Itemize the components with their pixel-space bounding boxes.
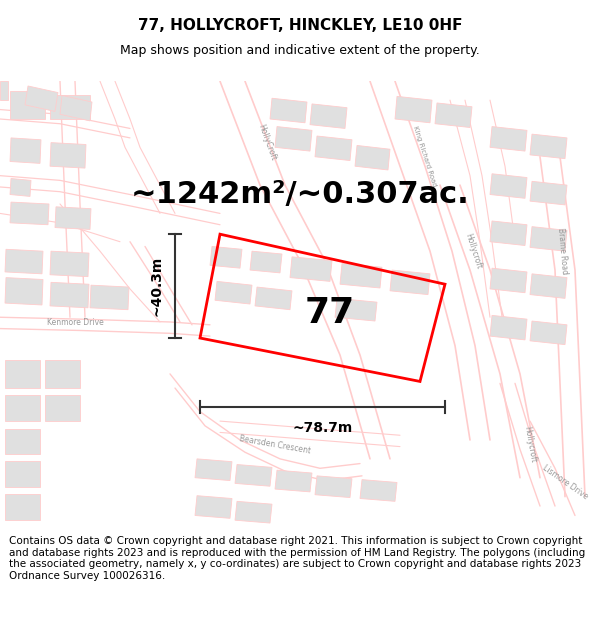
Polygon shape (5, 360, 40, 388)
Text: Map shows position and indicative extent of the property.: Map shows position and indicative extent… (120, 44, 480, 57)
Text: Brame Road: Brame Road (556, 228, 569, 275)
Text: Bearsden Crescent: Bearsden Crescent (239, 434, 311, 456)
Text: Hollycroft: Hollycroft (463, 232, 483, 270)
Polygon shape (355, 146, 390, 170)
Polygon shape (210, 246, 242, 268)
Polygon shape (530, 181, 567, 205)
Text: King Richard Road: King Richard Road (412, 126, 437, 188)
Polygon shape (360, 479, 397, 501)
Polygon shape (250, 251, 282, 273)
Polygon shape (10, 179, 31, 196)
Polygon shape (55, 207, 91, 229)
Text: HollyCroft: HollyCroft (256, 123, 278, 162)
Polygon shape (275, 470, 312, 492)
Polygon shape (195, 496, 232, 518)
Text: 77: 77 (305, 296, 355, 329)
Polygon shape (390, 270, 430, 294)
Polygon shape (530, 274, 567, 298)
Polygon shape (10, 91, 45, 119)
Polygon shape (45, 394, 80, 421)
Polygon shape (315, 136, 352, 161)
Polygon shape (490, 126, 527, 151)
Polygon shape (195, 459, 232, 481)
Text: ~78.7m: ~78.7m (292, 421, 353, 435)
Text: Lismore Drive: Lismore Drive (541, 464, 589, 501)
Polygon shape (50, 251, 89, 277)
Polygon shape (50, 96, 90, 119)
Polygon shape (0, 81, 8, 100)
Polygon shape (5, 494, 40, 520)
Polygon shape (335, 298, 377, 321)
Polygon shape (530, 227, 567, 251)
Polygon shape (60, 96, 92, 121)
Polygon shape (530, 321, 567, 344)
Polygon shape (490, 174, 527, 198)
Polygon shape (25, 86, 58, 111)
Polygon shape (290, 257, 332, 281)
Polygon shape (235, 501, 272, 523)
Polygon shape (490, 268, 527, 292)
Text: Kenmore Drive: Kenmore Drive (47, 318, 103, 328)
Polygon shape (45, 360, 80, 388)
Text: ~40.3m: ~40.3m (150, 256, 164, 316)
Polygon shape (90, 285, 129, 310)
Polygon shape (395, 96, 432, 122)
Polygon shape (5, 461, 40, 487)
Polygon shape (315, 476, 352, 498)
Text: ~1242m²/~0.307ac.: ~1242m²/~0.307ac. (131, 180, 469, 209)
Text: Contains OS data © Crown copyright and database right 2021. This information is : Contains OS data © Crown copyright and d… (9, 536, 585, 581)
Polygon shape (255, 287, 292, 310)
Text: 77, HOLLYCROFT, HINCKLEY, LE10 0HF: 77, HOLLYCROFT, HINCKLEY, LE10 0HF (138, 18, 462, 33)
Polygon shape (5, 394, 40, 421)
Polygon shape (530, 134, 567, 159)
Polygon shape (5, 429, 40, 454)
Polygon shape (235, 464, 272, 486)
Polygon shape (270, 98, 307, 122)
Polygon shape (275, 126, 312, 151)
Polygon shape (215, 281, 252, 304)
Polygon shape (5, 278, 43, 305)
Polygon shape (340, 264, 382, 288)
Polygon shape (50, 142, 86, 168)
Polygon shape (5, 249, 43, 274)
Polygon shape (435, 103, 472, 127)
Text: Hollycroft: Hollycroft (523, 426, 538, 464)
Polygon shape (310, 104, 347, 129)
Polygon shape (50, 282, 89, 308)
Polygon shape (10, 202, 49, 225)
Polygon shape (490, 221, 527, 246)
Polygon shape (490, 316, 527, 340)
Polygon shape (10, 138, 41, 163)
